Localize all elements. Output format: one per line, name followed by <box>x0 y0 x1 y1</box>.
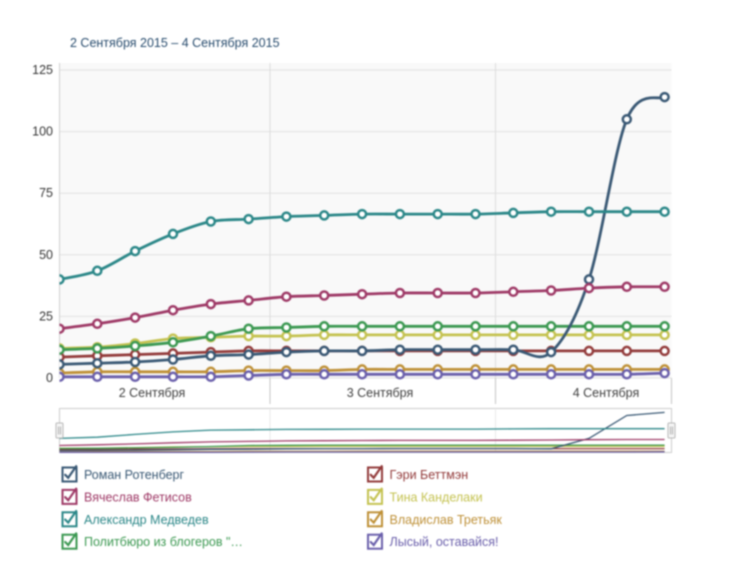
svg-text:3 Сентября: 3 Сентября <box>347 386 414 400</box>
svg-text:Владислав Третьяк: Владислав Третьяк <box>390 513 503 527</box>
svg-text:2 Сентября 2015 – 4 Сентября 2: 2 Сентября 2015 – 4 Сентября 2015 <box>70 36 280 50</box>
svg-text:50: 50 <box>39 248 53 262</box>
svg-text:Гэри Беттмэн: Гэри Беттмэн <box>390 468 469 482</box>
svg-text:25: 25 <box>39 309 53 323</box>
svg-text:0: 0 <box>46 371 53 385</box>
svg-text:Вячеслав Фетисов: Вячеслав Фетисов <box>84 490 192 504</box>
svg-text:125: 125 <box>32 63 53 77</box>
svg-text:Политбюро из блогеров "…: Политбюро из блогеров "… <box>84 535 243 549</box>
svg-text:100: 100 <box>32 125 53 139</box>
svg-text:4 Сентября: 4 Сентября <box>573 386 640 400</box>
svg-text:Лысый, оставайся!: Лысый, оставайся! <box>390 535 499 549</box>
svg-text:75: 75 <box>39 186 53 200</box>
svg-text:Александр Медведев: Александр Медведев <box>84 513 209 527</box>
svg-text:2 Сентября: 2 Сентября <box>119 386 186 400</box>
svg-text:Тина Канделаки: Тина Канделаки <box>390 490 483 504</box>
svg-text:Роман Ротенберг: Роман Ротенберг <box>84 468 184 482</box>
